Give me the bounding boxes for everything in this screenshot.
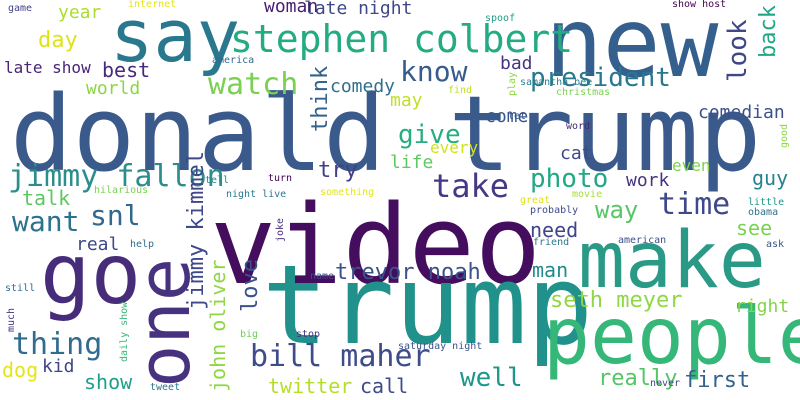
word-think: think [308,65,333,132]
word-want: want [12,205,80,238]
word-right: right [735,296,790,317]
word-great: great [520,195,551,206]
word-even: even [672,156,711,175]
word-say: say [110,0,241,78]
word-president: president [530,63,671,93]
word-every: every [430,138,479,157]
word-daily-show: daily show [119,301,130,362]
word-year: year [58,2,102,23]
word-saturday-night: saturday night [398,341,483,352]
word-need: need [530,218,579,242]
word-turn: turn [268,173,293,184]
word-big: big [240,329,259,340]
word-watch: watch [208,67,299,102]
word-internet: internet [128,0,177,10]
word-american: american [618,235,667,246]
word-new: new [545,0,719,99]
word-people: people [543,292,800,382]
word-little: little [748,197,785,208]
word-talk: talk [22,186,71,210]
word-probably: probably [530,205,579,216]
word-guy: guy [752,166,789,190]
word-game: game [8,3,33,14]
word-comedian: comedian [698,102,785,123]
word-spoof: spoof [485,13,516,24]
word-come: come [485,106,529,127]
word-world: world [86,78,141,99]
word-work: work [626,170,670,191]
word-comedy: comedy [330,76,396,97]
word-seth-meyer: seth meyer [550,288,683,313]
word-make: make [578,216,766,306]
word-jimmy-fallon: jimmy fallon [8,159,225,194]
word-cat: cat [560,143,593,164]
word-show-host: show host [672,0,727,10]
word-show: show [84,370,133,394]
word-tweet: tweet [150,382,181,393]
word-play: play [507,71,518,96]
word-joke: joke [275,217,286,242]
word-donald-trump: donald trump [10,73,762,195]
word-something: something [320,187,375,198]
word-try: try [318,158,358,183]
word-life: life [390,152,434,173]
word-see: see [736,216,773,240]
word-thing: thing [12,327,103,362]
word-name: name [310,271,335,282]
word-photo: photo [530,164,609,194]
word-back: back [756,5,781,58]
word-know: know [400,55,468,88]
word-much: much [6,307,17,332]
word-day: day [38,28,78,53]
word-give: give [398,120,461,150]
word-help: help [130,239,155,250]
word-may: may [390,90,423,111]
word-first: first [684,368,751,393]
word-really: really [598,366,678,391]
word-bill-maher: bill maher [250,339,431,374]
word-call: call [360,374,409,398]
word-america: america [212,55,255,66]
word-good: good [779,123,790,148]
word-love: love [238,259,263,312]
word-twitter: twitter [268,374,353,398]
word-tell: tell [205,175,230,186]
word-never: never [650,378,681,389]
word-hilarious: hilarious [94,185,149,196]
word-video: video [210,181,542,309]
word-stop: stop [296,329,321,340]
word-woman: woman [264,0,319,17]
word-bad: bad [500,53,533,74]
word-ask: ask [766,239,785,250]
word-still: still [5,283,36,294]
word-dog: dog [2,358,39,382]
word-real: real [76,234,120,255]
word-trevor-noah: trevor noah [335,260,481,285]
word-man: man [532,258,569,282]
word-samantha-bee: samantha bee [520,77,593,88]
word-late-show: late show [4,58,91,77]
word-late-night: late night [304,0,413,19]
word-look: look [723,19,753,82]
word-kid: kid [42,356,75,377]
word-snl: snl [90,199,141,232]
word-stephen-colbert: stephen colbert [230,17,574,61]
word-take: take [432,167,510,205]
word-time: time [658,187,731,222]
word-night-live: night live [226,189,287,200]
word-friend: friend [533,237,570,248]
word-movie: movie [572,189,603,200]
word-trump: trump [262,241,594,369]
word-best: best [102,58,151,82]
word-way: way [595,196,639,224]
word-find: find [448,85,473,96]
word-john-oliver: john oliver [206,259,230,392]
word-go: go [40,225,142,323]
word-obama: obama [748,207,779,218]
word-word: word [566,121,591,132]
word-let: let [508,111,527,122]
word-well: well [460,363,523,393]
word-christmas: christmas [556,87,611,98]
